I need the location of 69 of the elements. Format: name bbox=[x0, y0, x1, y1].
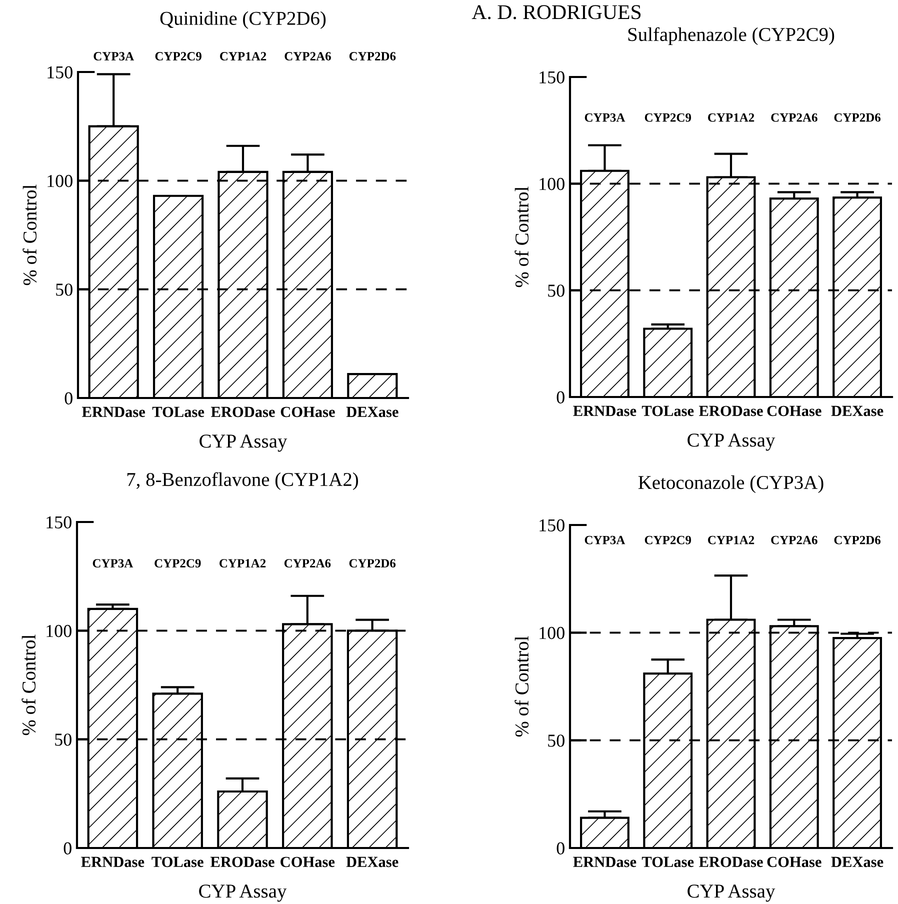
y-tick-label: 100 bbox=[540, 626, 564, 640]
x-tick-label: DEXase bbox=[346, 856, 398, 868]
chart-title: Sulfaphenazole (CYP2C9) bbox=[628, 27, 834, 46]
y-tick-label: 0 bbox=[556, 842, 564, 854]
x-tick-label: ERNDase bbox=[573, 856, 636, 868]
x-tick-label: COHase bbox=[767, 856, 822, 868]
y-tick-label: 150 bbox=[48, 66, 72, 78]
x-tick-label: ERODase bbox=[699, 856, 763, 868]
x-tick-label: ERODase bbox=[699, 406, 763, 416]
y-axis-title: % of Control bbox=[22, 184, 37, 286]
annotation: CYP2D6 bbox=[834, 536, 881, 544]
annotation: CYP2C9 bbox=[644, 536, 692, 544]
y-tick-label: 50 bbox=[55, 734, 72, 746]
x-tick-label: TOLase bbox=[642, 406, 694, 416]
x-tick-label: ERNDase bbox=[81, 856, 144, 868]
annotation: CYP3A bbox=[584, 536, 626, 544]
x-tick-label: COHase bbox=[280, 406, 335, 418]
annotation: CYP2A6 bbox=[284, 559, 331, 568]
x-tick-label: ERNDase bbox=[573, 406, 636, 416]
y-tick-label: 150 bbox=[46, 516, 72, 528]
annotation: CYP2C9 bbox=[644, 113, 692, 122]
y-tick-label: 50 bbox=[56, 284, 72, 296]
x-tick-label: ERODase bbox=[211, 406, 275, 418]
annotation: CYP2D6 bbox=[834, 113, 881, 122]
x-tick-label: TOLase bbox=[642, 856, 694, 868]
y-tick-label: 0 bbox=[64, 392, 72, 404]
y-tick-label: 50 bbox=[548, 734, 564, 747]
annotation: CYP2A6 bbox=[771, 113, 818, 122]
text: CYP1A2 bbox=[220, 52, 266, 60]
x-axis-title: CYP Assay bbox=[200, 434, 288, 452]
text: CYP2D6 bbox=[349, 52, 396, 60]
x-tick-label: ERODase bbox=[210, 856, 274, 868]
text: CYP2C9 bbox=[155, 52, 202, 60]
annotation: CYP3A bbox=[92, 559, 134, 568]
y-tick-label: 100 bbox=[540, 178, 564, 190]
x-tick-label: COHase bbox=[767, 406, 822, 416]
annotation: CYP2C9 bbox=[154, 559, 201, 568]
annotation: CYP1A2 bbox=[220, 559, 266, 568]
annotation: CYP2A6 bbox=[771, 536, 818, 544]
x-axis-title: CYP Assay bbox=[688, 434, 776, 451]
y-tick-label: 100 bbox=[46, 624, 72, 638]
text: CYP3A bbox=[94, 52, 134, 60]
text: A. D. RODRIGUES bbox=[472, 5, 641, 20]
x-tick-label: DEXase bbox=[346, 406, 398, 418]
chart-title: Ketoconazole (CYP3A) bbox=[638, 475, 824, 494]
x-tick-label: ERNDase bbox=[82, 406, 146, 418]
y-tick-label: 150 bbox=[540, 71, 564, 84]
y-axis-title: % of Control bbox=[22, 634, 36, 736]
text: CYP2A6 bbox=[284, 52, 331, 60]
chart-title: 7, 8-Benzoflavone (CYP1A2) bbox=[127, 472, 358, 490]
y-tick-label: 100 bbox=[48, 174, 72, 188]
annotation: CYP2D6 bbox=[349, 559, 396, 568]
x-tick-label: DEXase bbox=[831, 856, 884, 868]
x-axis-title: CYP Assay bbox=[688, 884, 776, 902]
chart-title: Quinidine (CYP2D6) bbox=[160, 11, 326, 29]
x-tick-label: DEXase bbox=[831, 406, 884, 416]
y-tick-label: 50 bbox=[548, 284, 564, 297]
y-tick-label: 0 bbox=[556, 391, 564, 404]
y-tick-label: 0 bbox=[64, 842, 72, 854]
annotation: CYP1A2 bbox=[708, 113, 754, 122]
x-tick-label: COHase bbox=[280, 856, 335, 868]
x-axis-title: CYP Assay bbox=[199, 884, 287, 902]
y-tick-label: 150 bbox=[540, 519, 564, 532]
annotation: CYP1A2 bbox=[708, 536, 754, 544]
y-axis-title: % of Control bbox=[514, 636, 529, 737]
x-tick-label: TOLase bbox=[152, 406, 204, 418]
y-axis-title: % of Control bbox=[514, 186, 529, 288]
annotation: CYP3A bbox=[584, 113, 626, 122]
x-tick-label: TOLase bbox=[152, 856, 204, 868]
